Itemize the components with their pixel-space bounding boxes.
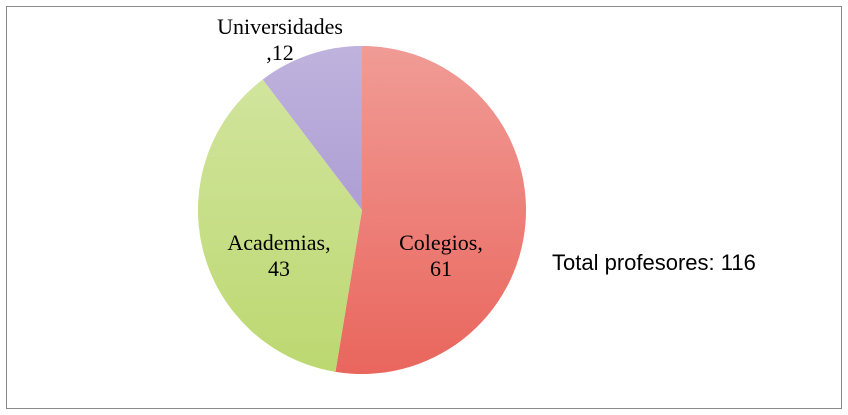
data-label: Colegios, 61 xyxy=(399,230,483,281)
annotation: Total profesores: 116 xyxy=(552,250,756,275)
slices xyxy=(198,46,527,374)
data-label: Academias, 43 xyxy=(227,230,331,281)
data-label: Universidades ,12 xyxy=(217,14,343,65)
